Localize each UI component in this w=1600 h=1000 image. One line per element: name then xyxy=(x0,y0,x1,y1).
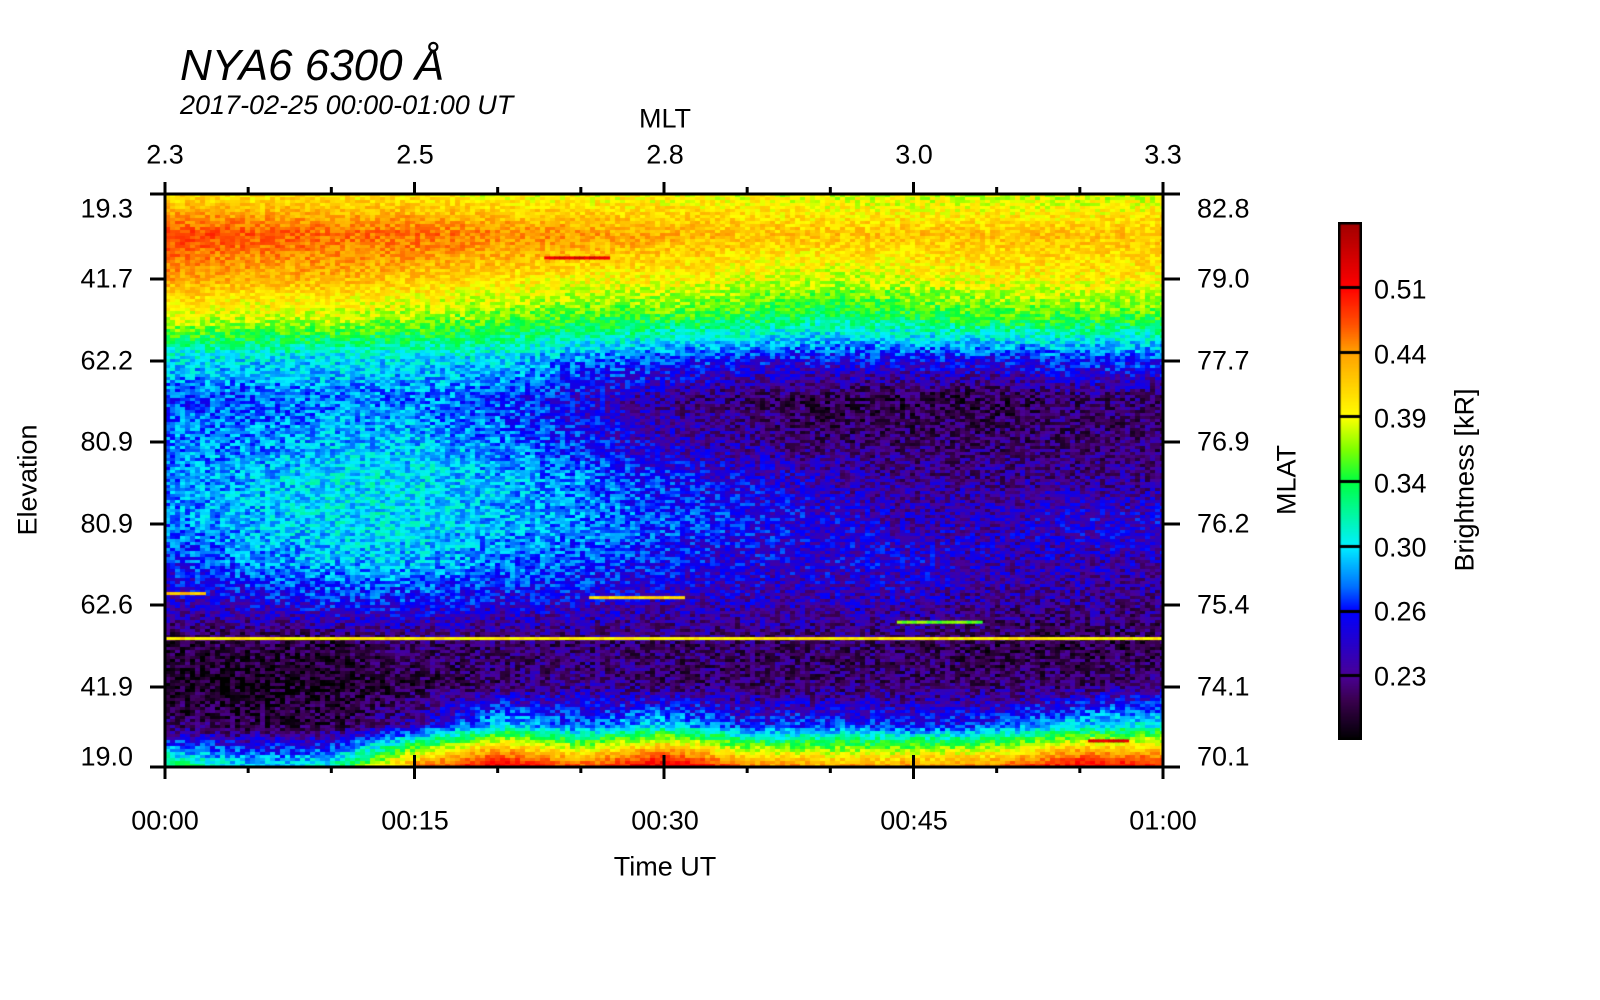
right-y-tick-label: 70.1 xyxy=(1197,741,1250,772)
y-tick-label: 41.9 xyxy=(80,671,133,702)
colorbar-tick-label: 0.51 xyxy=(1374,274,1427,305)
colorbar-label: Brightness [kR] xyxy=(1449,388,1480,572)
colorbar-tick-label: 0.23 xyxy=(1374,661,1427,692)
y-tick-label: 62.6 xyxy=(80,589,133,620)
y-tick-label: 62.2 xyxy=(80,345,133,376)
right-y-tick-label: 76.9 xyxy=(1197,426,1250,457)
right-axis-label: MLAT xyxy=(1271,444,1302,516)
x-tick-label: 00:15 xyxy=(381,805,449,836)
right-y-tick-label: 74.1 xyxy=(1197,671,1250,702)
top-x-tick-label: 3.0 xyxy=(895,139,933,170)
colorbar-tick-label: 0.44 xyxy=(1374,339,1427,370)
y-tick-label: 80.9 xyxy=(80,508,133,539)
x-tick-label: 00:30 xyxy=(631,805,699,836)
right-y-tick-label: 82.8 xyxy=(1197,193,1250,224)
chart-title: NYA6 6300 Å xyxy=(180,41,445,90)
y-axis-label: Elevation xyxy=(12,424,43,536)
top-x-tick-label: 2.8 xyxy=(646,139,684,170)
top-axis-label: MLT xyxy=(639,103,691,134)
top-x-tick-label: 2.5 xyxy=(396,139,434,170)
x-axis-label: Time UT xyxy=(613,851,717,882)
colorbar-tick-label: 0.30 xyxy=(1374,532,1427,563)
y-tick-label: 19.0 xyxy=(80,741,133,772)
colorbar-tick-label: 0.39 xyxy=(1374,403,1427,434)
right-y-tick-label: 76.2 xyxy=(1197,508,1250,539)
colorbar-tick-label: 0.26 xyxy=(1374,596,1427,627)
x-tick-label: 00:00 xyxy=(131,805,199,836)
x-tick-label: 00:45 xyxy=(880,805,948,836)
top-x-tick-label: 3.3 xyxy=(1144,139,1182,170)
y-tick-label: 41.7 xyxy=(80,263,133,294)
y-tick-label: 19.3 xyxy=(80,193,133,224)
x-tick-label: 01:00 xyxy=(1129,805,1197,836)
right-y-tick-label: 79.0 xyxy=(1197,263,1250,294)
colorbar-tick-label: 0.34 xyxy=(1374,468,1427,499)
chart-subtitle: 2017-02-25 00:00-01:00 UT xyxy=(180,90,514,120)
right-y-tick-label: 77.7 xyxy=(1197,345,1250,376)
top-x-tick-label: 2.3 xyxy=(146,139,184,170)
keogram-heatmap xyxy=(165,194,1163,767)
y-tick-label: 80.9 xyxy=(80,426,133,457)
colorbar xyxy=(1338,222,1362,740)
right-y-tick-label: 75.4 xyxy=(1197,589,1250,620)
